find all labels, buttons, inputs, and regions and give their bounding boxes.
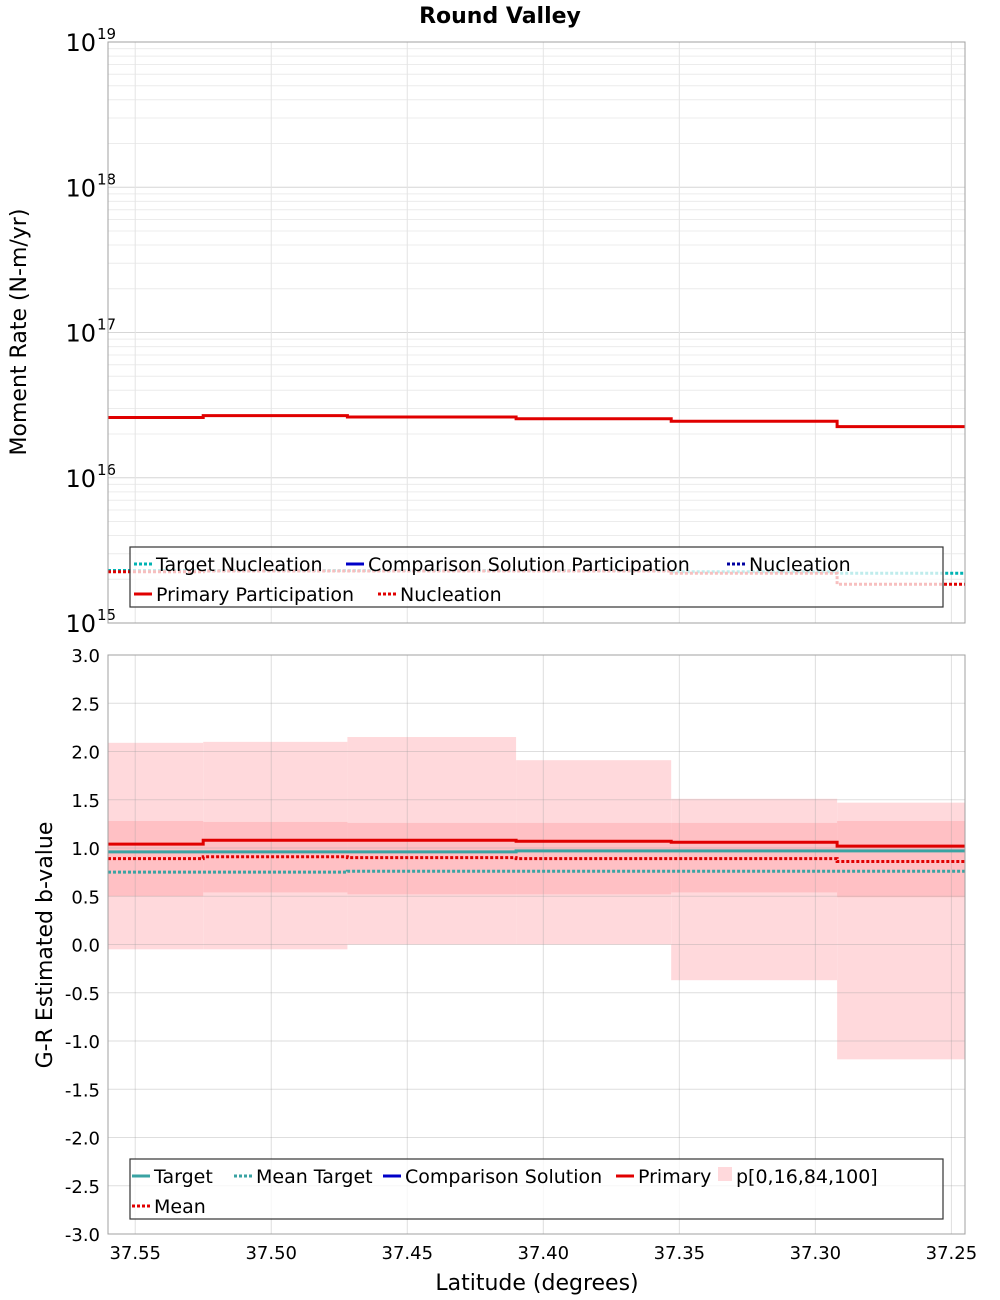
bottom-y-tick-label: 1.0: [71, 839, 100, 860]
bottom-legend-label: Comparison Solution: [405, 1166, 602, 1188]
bottom-series-line-3: [108, 838, 965, 848]
top-y-tick-exponent: 16: [97, 461, 116, 479]
bottom-y-tick-label: -1.5: [65, 1080, 100, 1101]
top-y-tick-exponent: 19: [97, 25, 116, 43]
bottom-legend-label: Target: [153, 1166, 213, 1188]
top-legend-label: Nucleation: [400, 584, 502, 606]
bottom-legend-label: Primary: [638, 1166, 711, 1188]
bottom-y-tick-label: 2.0: [71, 743, 100, 764]
bottom-plot-frame: [107, 654, 966, 1235]
bottom-band-inner: [203, 821, 348, 893]
bottom-band-inner: [837, 820, 965, 898]
top-y-tick-label: 10: [65, 320, 96, 348]
bottom-y-tick-label: -2.5: [65, 1177, 100, 1198]
bottom-legend-label: p[0,16,84,100]: [736, 1166, 878, 1188]
top-y-tick-label: 10: [65, 174, 96, 202]
bottom-y-tick-label: -1.0: [65, 1032, 100, 1053]
bottom-y-tick-label: 0.0: [71, 936, 100, 957]
x-tick-label: 37.35: [654, 1243, 706, 1264]
top-legend-label: Comparison Solution Participation: [368, 554, 690, 576]
bottom-y-tick-label: -2.0: [65, 1129, 100, 1150]
bottom-y-tick-label: 3.0: [71, 646, 100, 667]
bottom-legend-swatch: [718, 1167, 732, 1181]
top-y-tick-label: 10: [65, 29, 96, 57]
top-y-tick-label: 10: [65, 465, 96, 493]
top-legend-box: [129, 546, 944, 608]
bottom-y-tick-label: -3.0: [65, 1225, 100, 1246]
bottom-legend-label: Mean: [154, 1196, 206, 1218]
bottom-plot-area: -3.0 -2.5 -2.0 -1.5 -1.0 -0.5 0.0 0.5 1.0 1.5 2.0 2…: [65, 646, 977, 1264]
x-tick-label: 37.50: [245, 1243, 297, 1264]
x-axis-label: Latitude (degrees): [435, 1271, 638, 1296]
bottom-y-tick-label: 2.5: [71, 694, 100, 715]
x-tick-label: 37.55: [109, 1243, 161, 1264]
bottom-series-line-0: [108, 849, 965, 854]
bottom-series-line-1: [108, 869, 965, 874]
top-plot-frame: [107, 41, 966, 624]
top-y-tick-exponent: 15: [97, 606, 116, 624]
x-tick-label: 37.30: [790, 1243, 842, 1264]
top-legend-label: Target Nucleation: [155, 554, 323, 576]
bottom-series-line-4: [108, 855, 965, 863]
top-y-tick-exponent: 17: [97, 316, 116, 334]
bottom-y-axis-label: G-R Estimated b-value: [33, 822, 58, 1069]
bottom-y-tick-label: 1.5: [71, 791, 100, 812]
bottom-legend-box: [129, 1158, 944, 1220]
bottom-y-tick-label: 0.5: [71, 887, 100, 908]
top-y-tick-label: 10: [65, 610, 96, 638]
chart-title: Round Valley: [419, 4, 581, 29]
top-legend-label: Nucleation: [749, 554, 851, 576]
bottom-legend-label: Mean Target: [256, 1166, 373, 1188]
x-tick-label: 37.45: [382, 1243, 434, 1264]
top-y-axis-label: Moment Rate (N-m/yr): [7, 209, 32, 456]
bottom-y-tick-label: -0.5: [65, 984, 100, 1005]
x-tick-label: 37.25: [926, 1243, 978, 1264]
top-y-tick-exponent: 18: [97, 170, 116, 188]
top-series-line-3: [108, 414, 965, 429]
x-tick-label: 37.40: [518, 1243, 570, 1264]
top-legend-label: Primary Participation: [156, 584, 354, 606]
